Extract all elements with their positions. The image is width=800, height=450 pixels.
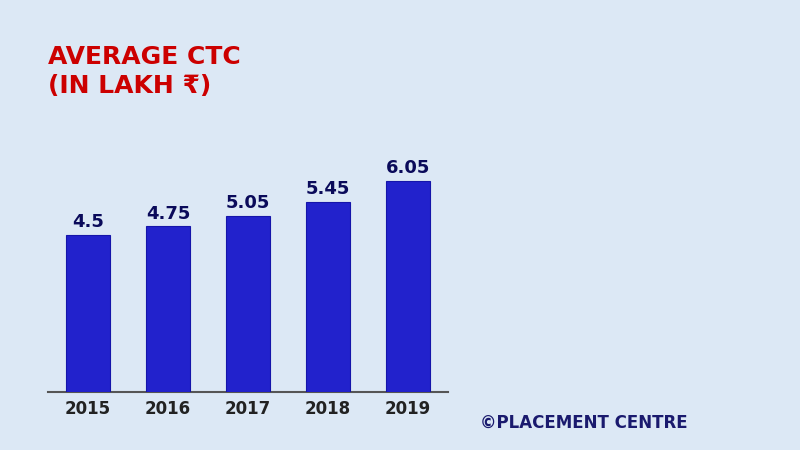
Text: 6.05: 6.05	[386, 159, 430, 177]
Text: 4.5: 4.5	[72, 213, 104, 231]
Bar	[146, 226, 190, 392]
Text: 5.05: 5.05	[226, 194, 270, 212]
Text: ©PLACEMENT CENTRE: ©PLACEMENT CENTRE	[480, 414, 688, 432]
Text: 4.75: 4.75	[146, 205, 190, 223]
Bar	[306, 202, 350, 392]
Text: AVERAGE CTC
(IN LAKH ₹): AVERAGE CTC (IN LAKH ₹)	[48, 45, 241, 98]
Bar	[386, 181, 430, 392]
Text: 5.45: 5.45	[306, 180, 350, 198]
Bar	[226, 216, 270, 392]
Bar	[66, 235, 110, 392]
